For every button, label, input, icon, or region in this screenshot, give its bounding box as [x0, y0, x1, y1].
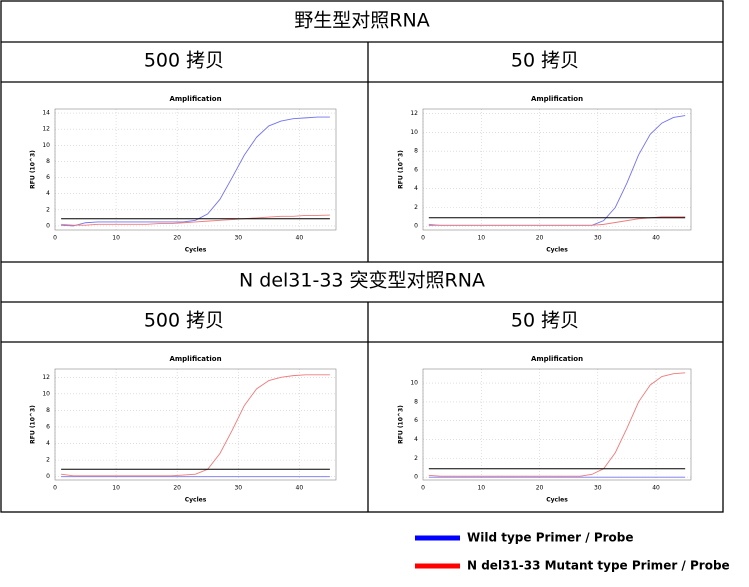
x-tick-label: 30	[594, 235, 602, 242]
y-tick-label: 2	[46, 457, 50, 464]
column-header: 500 拷贝	[144, 50, 224, 72]
y-tick-label: 8	[414, 148, 418, 155]
y-tick-label: 6	[46, 423, 50, 430]
y-tick-label: 10	[410, 380, 418, 387]
x-axis-label: Cycles	[546, 247, 568, 254]
y-tick-label: 6	[414, 166, 418, 173]
y-tick-label: 4	[46, 440, 50, 447]
y-tick-label: 4	[414, 185, 418, 192]
x-tick-label: 0	[421, 235, 425, 242]
x-tick-label: 10	[477, 235, 485, 242]
chart-title: Amplification	[169, 355, 221, 363]
x-tick-label: 30	[594, 485, 602, 492]
x-tick-label: 40	[652, 235, 660, 242]
chart-title: Amplification	[531, 355, 583, 363]
y-tick-label: 2	[414, 455, 418, 462]
legend-label: Wild type Primer / Probe	[467, 531, 634, 545]
column-header: 50 拷贝	[511, 50, 579, 72]
series-line	[428, 115, 686, 226]
y-tick-label: 6	[46, 174, 50, 181]
column-header: 500 拷贝	[144, 310, 224, 332]
x-tick-label: 40	[652, 485, 660, 492]
y-tick-label: 0	[46, 222, 50, 229]
x-tick-label: 0	[53, 235, 57, 242]
plot-frame	[422, 108, 692, 231]
x-tick-label: 10	[477, 485, 485, 492]
y-tick-label: 0	[414, 474, 418, 481]
y-tick-label: 2	[46, 206, 50, 213]
x-axis-label: Cycles	[546, 497, 568, 504]
y-tick-label: 12	[42, 374, 50, 381]
y-axis-label: RFU (10^3)	[398, 150, 405, 189]
x-axis-label: Cycles	[185, 247, 207, 254]
y-tick-label: 6	[414, 417, 418, 424]
x-tick-label: 40	[296, 485, 304, 492]
x-axis-label: Cycles	[185, 497, 207, 504]
x-tick-label: 10	[112, 235, 120, 242]
y-tick-label: 2	[414, 204, 418, 211]
y-tick-label: 8	[46, 407, 50, 414]
y-axis-label: RFU (10^3)	[30, 405, 37, 444]
x-tick-label: 20	[173, 485, 181, 492]
y-tick-label: 14	[42, 110, 50, 117]
y-tick-label: 8	[414, 398, 418, 405]
plot-frame	[422, 368, 692, 481]
y-tick-label: 4	[414, 436, 418, 443]
series-line	[428, 216, 686, 226]
series-line	[61, 116, 330, 227]
table-frame	[0, 0, 724, 513]
y-tick-label: 12	[410, 110, 418, 117]
x-tick-label: 0	[53, 485, 57, 492]
y-tick-label: 0	[46, 473, 50, 480]
y-tick-label: 0	[414, 223, 418, 230]
series-line	[61, 374, 330, 477]
chart-title: Amplification	[531, 95, 583, 103]
section-title: 野生型对照RNA	[294, 10, 429, 32]
x-tick-label: 20	[173, 235, 181, 242]
x-tick-label: 30	[234, 485, 242, 492]
x-tick-label: 30	[234, 235, 242, 242]
series-line	[428, 372, 686, 477]
column-header: 50 拷贝	[511, 310, 579, 332]
y-tick-label: 12	[42, 126, 50, 133]
section-title: N del31-33 突变型对照RNA	[239, 270, 485, 292]
y-tick-label: 8	[46, 158, 50, 165]
y-axis-label: RFU (10^3)	[30, 150, 37, 189]
y-tick-label: 10	[42, 142, 50, 149]
plot-frame	[54, 108, 337, 231]
x-tick-label: 40	[296, 235, 304, 242]
x-tick-label: 20	[536, 485, 544, 492]
plot-frame	[54, 368, 337, 481]
y-tick-label: 10	[42, 390, 50, 397]
y-tick-label: 10	[410, 129, 418, 136]
y-axis-label: RFU (10^3)	[398, 405, 405, 444]
y-tick-label: 4	[46, 190, 50, 197]
x-tick-label: 0	[421, 485, 425, 492]
chart-title: Amplification	[169, 95, 221, 103]
x-tick-label: 20	[536, 235, 544, 242]
series-line	[61, 214, 330, 226]
x-tick-label: 10	[112, 485, 120, 492]
legend-label: N del31-33 Mutant type Primer / Probe	[467, 559, 730, 573]
